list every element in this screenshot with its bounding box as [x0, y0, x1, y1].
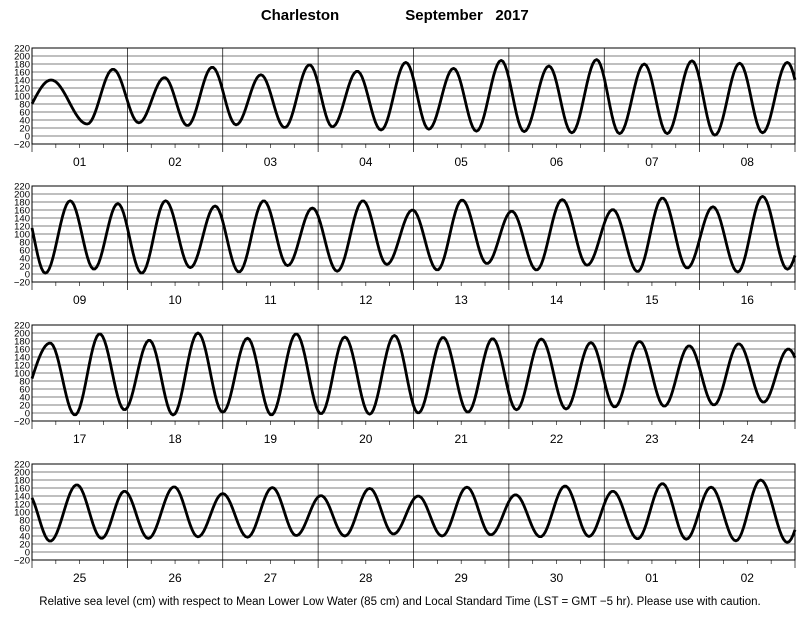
- y-tick-label: 140: [14, 214, 30, 225]
- day-label: 09: [73, 293, 87, 307]
- day-label: 24: [741, 432, 755, 446]
- y-tick-label: −20: [14, 556, 30, 567]
- tide-series-line: [30, 195, 797, 275]
- tide-series-line: [30, 331, 797, 417]
- day-label: 14: [550, 293, 564, 307]
- y-tick-label: 160: [14, 68, 30, 79]
- day-label: 10: [168, 293, 182, 307]
- day-label: 06: [550, 155, 564, 169]
- y-tick-label: 100: [14, 508, 30, 519]
- y-tick-label: 0: [25, 132, 30, 143]
- y-tick-label: 0: [25, 409, 30, 420]
- day-label: 29: [455, 571, 469, 585]
- y-tick-label: 20: [19, 124, 30, 135]
- y-tick-label: 220: [14, 321, 30, 332]
- y-tick-label: 60: [19, 385, 30, 396]
- day-label: 17: [73, 432, 87, 446]
- day-label: 27: [264, 571, 278, 585]
- y-tick-label: 100: [14, 369, 30, 380]
- day-label: 08: [741, 155, 755, 169]
- day-label: 02: [741, 571, 755, 585]
- day-label: 01: [73, 155, 87, 169]
- day-label: 23: [645, 432, 659, 446]
- y-tick-label: 0: [25, 548, 30, 559]
- y-tick-label: 80: [19, 238, 30, 249]
- chart-caption: Relative sea level (cm) with respect to …: [39, 596, 761, 608]
- y-tick-label: 80: [19, 100, 30, 111]
- day-label: 20: [359, 432, 373, 446]
- y-tick-label: 200: [14, 468, 30, 479]
- y-tick-label: 40: [19, 254, 30, 265]
- y-tick-label: 0: [25, 270, 30, 281]
- y-tick-label: 40: [19, 393, 30, 404]
- day-label: 04: [359, 155, 373, 169]
- tide-series-line: [30, 478, 797, 544]
- y-tick-label: 220: [14, 460, 30, 471]
- y-tick-label: 100: [14, 230, 30, 241]
- y-tick-label: 160: [14, 484, 30, 495]
- y-tick-label: 80: [19, 516, 30, 527]
- y-tick-label: 200: [14, 190, 30, 201]
- y-tick-label: 120: [14, 84, 30, 95]
- y-tick-label: 160: [14, 206, 30, 217]
- day-label: 30: [550, 571, 564, 585]
- y-tick-label: 80: [19, 377, 30, 388]
- day-label: 26: [168, 571, 182, 585]
- y-tick-label: 120: [14, 500, 30, 511]
- tide-series-line: [30, 58, 797, 137]
- day-label: 25: [73, 571, 87, 585]
- y-tick-label: 60: [19, 108, 30, 119]
- plot-frame: [31, 47, 796, 145]
- y-tick-label: 40: [19, 532, 30, 543]
- y-tick-label: 100: [14, 92, 30, 103]
- day-label: 28: [359, 571, 373, 585]
- y-tick-label: 180: [14, 198, 30, 209]
- y-tick-label: −20: [14, 140, 30, 151]
- day-label: 05: [455, 155, 469, 169]
- y-tick-label: 60: [19, 246, 30, 257]
- plot-frame: [31, 463, 796, 561]
- y-tick-label: 40: [19, 116, 30, 127]
- day-label: 22: [550, 432, 564, 446]
- y-tick-label: 220: [14, 44, 30, 55]
- day-label: 19: [264, 432, 278, 446]
- y-tick-label: −20: [14, 417, 30, 428]
- day-label: 21: [455, 432, 469, 446]
- day-label: 07: [645, 155, 659, 169]
- y-tick-label: 60: [19, 524, 30, 535]
- day-label: 11: [264, 293, 277, 307]
- day-label: 13: [455, 293, 469, 307]
- day-label: 18: [168, 432, 182, 446]
- y-tick-label: 160: [14, 345, 30, 356]
- day-label: 03: [264, 155, 278, 169]
- y-tick-label: 180: [14, 60, 30, 71]
- y-tick-label: 180: [14, 337, 30, 348]
- y-tick-label: 20: [19, 540, 30, 551]
- day-label: 15: [645, 293, 659, 307]
- y-tick-label: 20: [19, 262, 30, 273]
- y-tick-label: 140: [14, 492, 30, 503]
- y-tick-label: 200: [14, 52, 30, 63]
- chart-title-location: Charleston: [261, 7, 339, 24]
- y-tick-label: 140: [14, 76, 30, 87]
- day-label: 12: [359, 293, 373, 307]
- y-tick-label: 200: [14, 329, 30, 340]
- y-tick-label: 120: [14, 361, 30, 372]
- chart-title-period: September 2017: [405, 7, 528, 24]
- y-tick-label: 180: [14, 476, 30, 487]
- y-tick-label: 20: [19, 401, 30, 412]
- y-tick-label: 140: [14, 353, 30, 364]
- y-tick-label: 220: [14, 182, 30, 193]
- day-label: 01: [645, 571, 659, 585]
- y-tick-label: 120: [14, 222, 30, 233]
- plot-frame: [31, 324, 796, 422]
- y-tick-label: −20: [14, 278, 30, 289]
- day-label: 16: [741, 293, 755, 307]
- day-label: 02: [168, 155, 182, 169]
